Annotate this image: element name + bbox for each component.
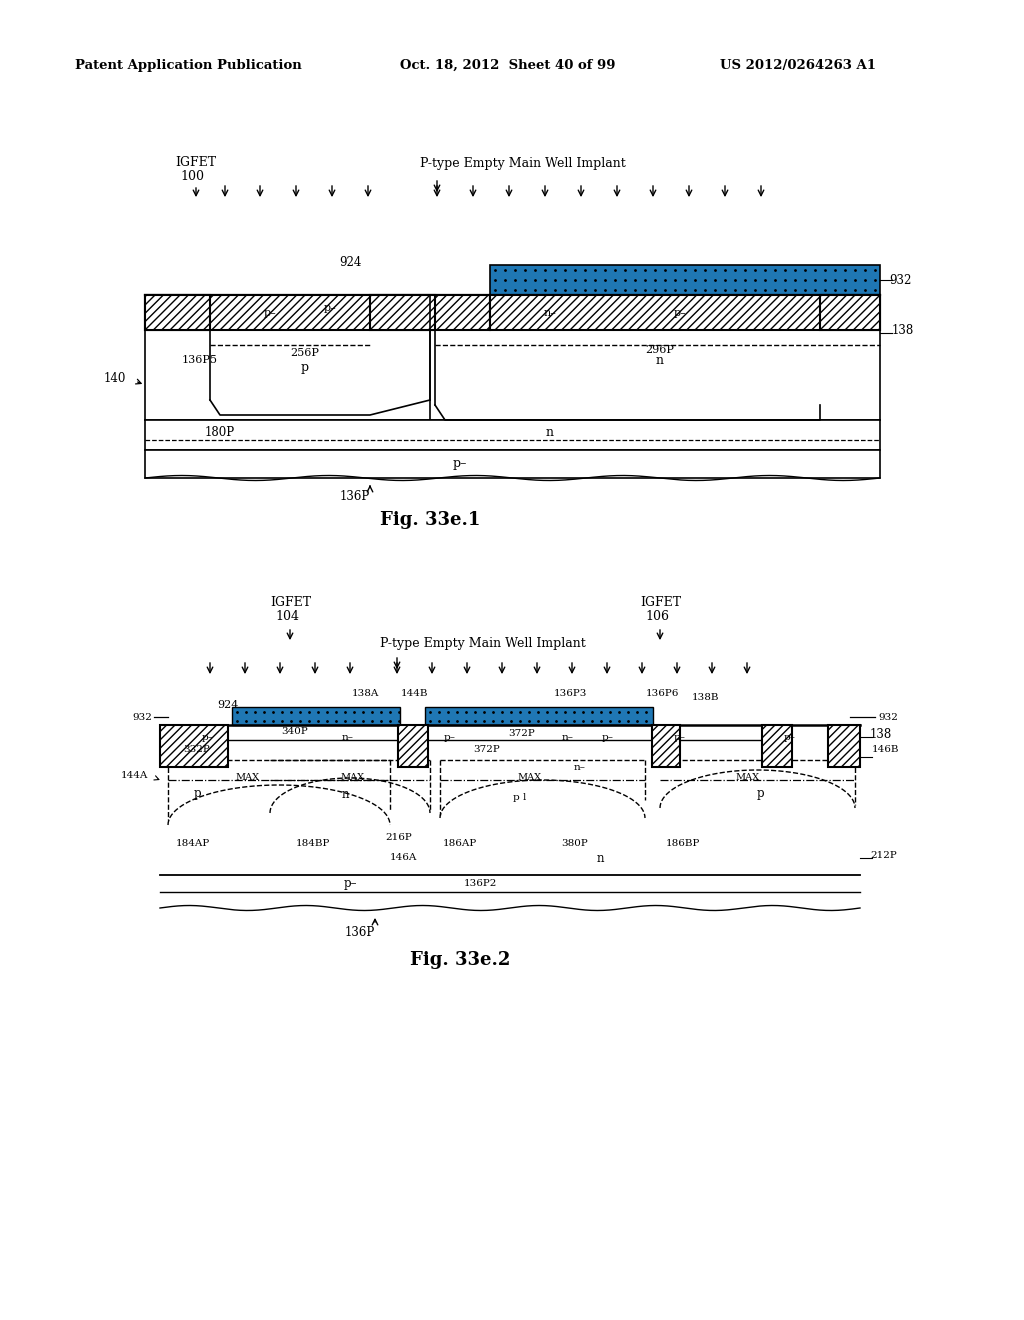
Bar (820, 294, 880, 330)
Text: 136P3: 136P3 (553, 689, 587, 697)
Text: 332P: 332P (183, 746, 210, 755)
Text: 184AP: 184AP (176, 838, 210, 847)
Text: Fig. 33e.1: Fig. 33e.1 (380, 511, 480, 529)
Text: 186BP: 186BP (666, 838, 700, 847)
Text: 138B: 138B (692, 693, 720, 702)
Text: 216P: 216P (386, 833, 413, 842)
Text: 138A: 138A (351, 689, 379, 697)
Text: n: n (656, 354, 664, 367)
Text: P-type Empty Main Well Implant: P-type Empty Main Well Implant (380, 636, 586, 649)
Bar (232, 708, 400, 725)
Text: p–: p– (324, 304, 336, 313)
Text: 136P6: 136P6 (645, 689, 679, 697)
Text: MAX: MAX (341, 774, 366, 783)
Bar (145, 420, 880, 450)
Text: 138: 138 (892, 323, 914, 337)
Text: n–: n– (342, 733, 354, 742)
Text: Oct. 18, 2012  Sheet 40 of 99: Oct. 18, 2012 Sheet 40 of 99 (400, 58, 615, 71)
Bar (145, 294, 490, 330)
Text: Patent Application Publication: Patent Application Publication (75, 58, 302, 71)
Text: p l: p l (513, 792, 526, 801)
Bar (160, 725, 228, 767)
Text: MAX: MAX (518, 774, 542, 783)
Text: p–: p– (263, 308, 276, 318)
Text: p: p (301, 362, 309, 375)
Text: 932: 932 (878, 714, 898, 722)
Text: 136P: 136P (340, 491, 370, 503)
Text: n–: n– (574, 763, 586, 771)
Text: Fig. 33e.2: Fig. 33e.2 (410, 950, 510, 969)
Text: 144A: 144A (121, 771, 148, 780)
Text: MAX: MAX (736, 774, 760, 783)
Bar (652, 725, 680, 767)
Text: p–: p– (444, 733, 456, 742)
Text: 372P: 372P (509, 729, 536, 738)
Text: 146A: 146A (389, 854, 417, 862)
Text: US 2012/0264263 A1: US 2012/0264263 A1 (720, 58, 876, 71)
Text: n: n (341, 788, 349, 801)
Text: 136P2: 136P2 (463, 879, 497, 887)
Bar (425, 708, 653, 725)
Text: 212P: 212P (870, 850, 897, 859)
Text: n: n (596, 851, 604, 865)
Text: 144B: 144B (401, 689, 429, 697)
Text: p–: p– (674, 308, 686, 318)
Text: 296P: 296P (645, 345, 675, 355)
Text: n–: n– (544, 308, 556, 318)
Text: p–: p– (784, 733, 796, 742)
Text: 932: 932 (132, 714, 152, 722)
Text: IGFET: IGFET (175, 157, 216, 169)
Bar (145, 450, 880, 478)
Bar (210, 308, 370, 330)
Text: IGFET: IGFET (270, 597, 311, 610)
Text: n–: n– (562, 733, 574, 742)
Bar (762, 725, 792, 767)
Text: 184BP: 184BP (296, 838, 330, 847)
Text: IGFET: IGFET (640, 597, 681, 610)
Text: 180P: 180P (205, 426, 236, 440)
Text: 138: 138 (870, 729, 892, 742)
Bar (490, 294, 880, 330)
Text: 140: 140 (103, 371, 126, 384)
Text: 924: 924 (217, 700, 239, 710)
Text: P-type Empty Main Well Implant: P-type Empty Main Well Implant (420, 157, 626, 169)
Text: 932: 932 (889, 273, 911, 286)
Text: p–: p– (343, 876, 356, 890)
Bar (398, 725, 428, 767)
Text: MAX: MAX (236, 774, 260, 783)
Text: 372P: 372P (474, 746, 501, 755)
Bar (145, 294, 210, 330)
Text: n: n (546, 426, 554, 440)
Bar (370, 294, 435, 330)
Text: 104: 104 (275, 610, 299, 623)
Text: 136P: 136P (345, 927, 375, 940)
Text: p: p (194, 787, 201, 800)
Text: 106: 106 (645, 610, 669, 623)
Text: p: p (756, 787, 764, 800)
Bar (490, 265, 880, 294)
Text: 924: 924 (339, 256, 361, 268)
Text: 186AP: 186AP (442, 838, 477, 847)
Text: p–: p– (674, 733, 686, 742)
Text: 146B: 146B (872, 746, 899, 755)
Text: p–: p– (453, 457, 467, 470)
Text: p–: p– (602, 733, 614, 742)
Text: 136P5: 136P5 (182, 355, 218, 366)
Text: 100: 100 (180, 170, 204, 183)
Text: p–: p– (202, 733, 214, 742)
Text: 380P: 380P (561, 838, 589, 847)
Text: 256P: 256P (291, 348, 319, 358)
Text: 340P: 340P (282, 727, 308, 737)
Bar (435, 308, 820, 330)
Bar (828, 725, 860, 767)
